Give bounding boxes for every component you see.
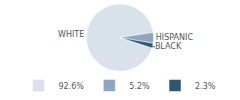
- svg-text:HISPANIC: HISPANIC: [156, 33, 194, 42]
- svg-text:WHITE: WHITE: [58, 30, 84, 39]
- svg-text:5.2%: 5.2%: [129, 82, 150, 91]
- svg-text:BLACK: BLACK: [155, 42, 182, 51]
- svg-text:2.3%: 2.3%: [195, 82, 216, 91]
- svg-text:92.6%: 92.6%: [59, 82, 85, 91]
